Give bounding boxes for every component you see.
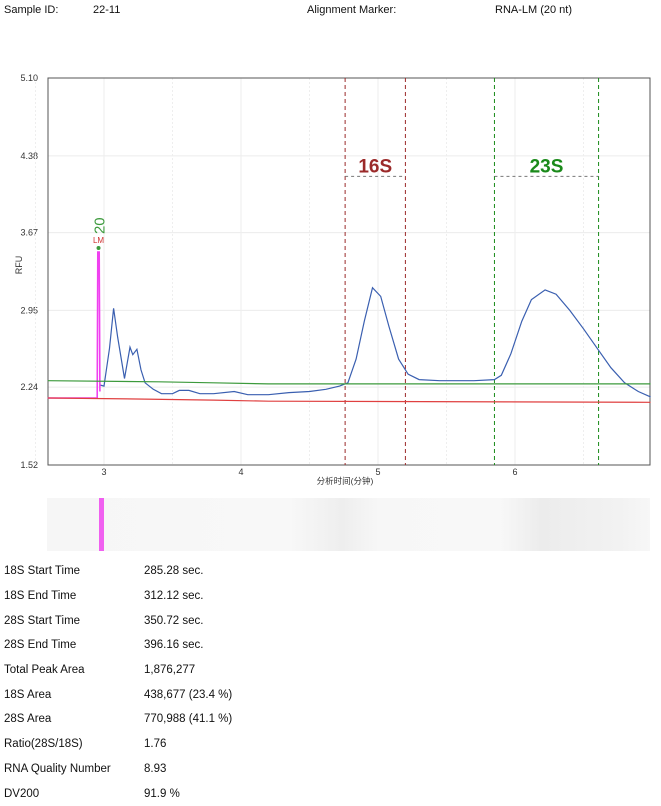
result-value: 350.72 sec.: [144, 614, 204, 627]
gel-marker-band: [99, 498, 104, 551]
results-table: 18S Start Time 285.28 sec. 18S End Time 312…: [4, 559, 232, 806]
gel-lane: [47, 498, 650, 551]
result-label: Ratio(28S/18S): [4, 738, 83, 751]
x-tick-label: 6: [512, 467, 517, 477]
result-label: RNA Quality Number: [4, 762, 111, 775]
result-label: 28S Start Time: [4, 614, 81, 627]
alignment-marker-value: RNA-LM (20 nt): [495, 4, 573, 16]
result-label: 18S Start Time: [4, 565, 81, 578]
result-value: 396.16 sec.: [144, 639, 204, 652]
region-label: 23S: [530, 156, 564, 177]
electropherogram-chart: 1.52 2.24 2.95 3.67 4.38 5.10 3 4 5 6 分析时间(分钟) RFU 1…: [14, 73, 651, 486]
result-label: 18S Area: [4, 688, 52, 701]
result-row: 28S End Time 396.16 sec.: [4, 633, 232, 658]
x-tick-label: 4: [238, 467, 243, 477]
result-row: 28S Start Time 350.72 sec.: [4, 608, 232, 633]
sample-id-value: 22-11: [93, 4, 121, 16]
result-label: DV200: [4, 787, 40, 800]
result-row: 18S Start Time 285.28 sec.: [4, 559, 232, 584]
result-row: Total Peak Area 1,876,277: [4, 658, 232, 683]
x-tick-label: 5: [375, 467, 380, 477]
y-tick-label: 4.38: [20, 151, 38, 161]
result-row: 18S Area 438,677 (23.4 %): [4, 682, 232, 707]
y-axis-label: RFU: [14, 256, 24, 275]
result-value: 770,988 (41.1 %): [144, 713, 233, 726]
alignment-marker-label: Alignment Marker:: [307, 4, 397, 16]
series-baseline-upper: [47, 380, 651, 385]
result-label: Total Peak Area: [4, 664, 85, 677]
marker-label: LM: [93, 236, 104, 245]
y-tick-label: 1.52: [20, 460, 38, 470]
marker-dot: [96, 246, 101, 251]
y-tick-label: 5.10: [20, 73, 38, 83]
result-value: 1.76: [144, 738, 167, 751]
y-tick-label: 3.67: [20, 228, 38, 238]
result-row: Ratio(28S/18S) 1.76: [4, 732, 232, 757]
result-label: 28S Area: [4, 713, 52, 726]
result-value: 91.9 %: [144, 787, 180, 800]
result-row: 18S End Time 312.12 sec.: [4, 584, 232, 609]
result-value: 1,876,277: [144, 664, 196, 677]
result-label: 18S End Time: [4, 590, 77, 603]
y-tick-label: 2.24: [20, 382, 38, 392]
series-baseline-lower: [47, 397, 651, 403]
plot-frame: [47, 77, 651, 466]
region-label: 16S: [358, 156, 392, 177]
x-tick-label: 3: [101, 467, 106, 477]
result-value: 438,677 (23.4 %): [144, 688, 233, 701]
result-value: 8.93: [144, 762, 167, 775]
marker-size-label: 20: [92, 217, 109, 234]
series-signal: [99, 286, 651, 398]
result-row: 28S Area 770,988 (41.1 %): [4, 707, 232, 732]
result-label: 28S End Time: [4, 639, 77, 652]
result-row: DV200 91.9 %: [4, 781, 232, 806]
result-row: RNA Quality Number 8.93: [4, 757, 232, 782]
x-axis-label: 分析时间(分钟): [317, 476, 374, 486]
result-value: 285.28 sec.: [144, 565, 204, 578]
sample-id-label: Sample ID:: [4, 4, 59, 16]
result-value: 312.12 sec.: [144, 590, 204, 603]
series-marker: [47, 251, 101, 399]
y-tick-label: 2.95: [20, 305, 38, 315]
